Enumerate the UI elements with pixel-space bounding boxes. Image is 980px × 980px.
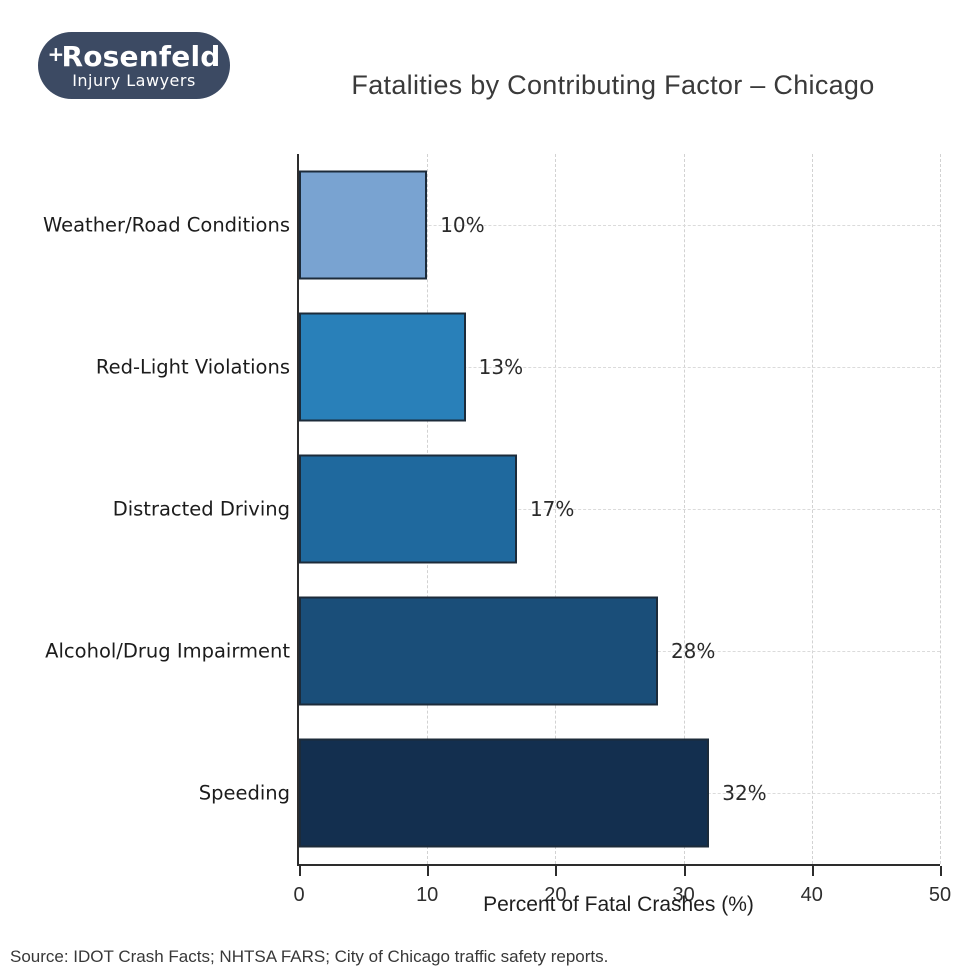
value-label-weather-road-conditions: 10% [440,213,485,237]
bar-distracted-driving [299,454,517,564]
value-label-alcohol-drug-impairment: 28% [670,639,716,663]
logo-brand-name: + Rosenfeld [47,39,221,73]
chart-title: Fatalities by Contributing Factor – Chic… [351,70,875,100]
x-tick-mark-10 [427,866,430,876]
vertical-gridline-50 [940,154,941,864]
x-tick-label-20: 20 [544,884,567,906]
logo-tagline: Injury Lawyers [72,70,196,90]
x-tick-label-30: 30 [672,884,695,906]
bar-red-light-violations [299,312,466,422]
bar-weather-road-conditions [299,170,428,280]
x-tick-label-50: 50 [928,884,952,906]
x-tick-mark-40 [811,866,814,876]
bar-row-speeding: 32% Speeding [199,722,940,864]
x-tick-label-10: 10 [416,884,439,906]
category-label-weather-road-conditions: Weather/Road Conditions [42,213,290,237]
x-tick-mark-20 [555,866,558,876]
x-axis-label: Percent of Fatal Crashes (%) [483,893,754,916]
category-label-distracted-driving: Distracted Driving [112,497,290,521]
horizontal-gridline [299,509,940,510]
x-tick-mark-0 [299,866,301,876]
bar-alcohol-drug-impairment [299,596,658,706]
rosenfeld-logo: + Rosenfeld Injury Lawyers [38,32,230,99]
cross-icon: + [47,41,65,66]
x-tick-label-0: 0 [293,884,305,906]
value-label-distracted-driving: 17% [529,497,575,521]
bar-row-distracted-driving: 17% Distracted Driving [113,438,940,580]
bar-speeding [299,738,710,848]
category-label-red-light-violations: Red-Light Violations [95,355,290,379]
bar-row-weather-road-conditions: 10% Weather/Road Conditions [43,154,940,296]
value-label-red-light-violations: 13% [478,355,524,379]
horizontal-gridline [299,367,940,368]
logo-brand-text: Rosenfeld [61,39,221,73]
category-label-alcohol-drug-impairment: Alcohol/Drug Impairment [45,639,290,663]
value-label-speeding: 32% [722,781,767,805]
x-tick-mark-50 [940,866,942,876]
horizontal-gridline [299,225,940,226]
plot-area: 10% Weather/Road Conditions 13% Red-Light V… [43,154,951,906]
category-label-speeding: Speeding [198,781,290,805]
x-tick-mark-30 [683,866,686,876]
bar-row-alcohol-drug-impairment: 28% Alcohol/Drug Impairment [45,580,940,722]
source-note: Source: IDOT Crash Facts; NHTSA FARS; Ci… [10,947,609,966]
bar-row-red-light-violations: 13% Red-Light Violations [96,296,940,438]
x-tick-label-40: 40 [800,884,823,906]
